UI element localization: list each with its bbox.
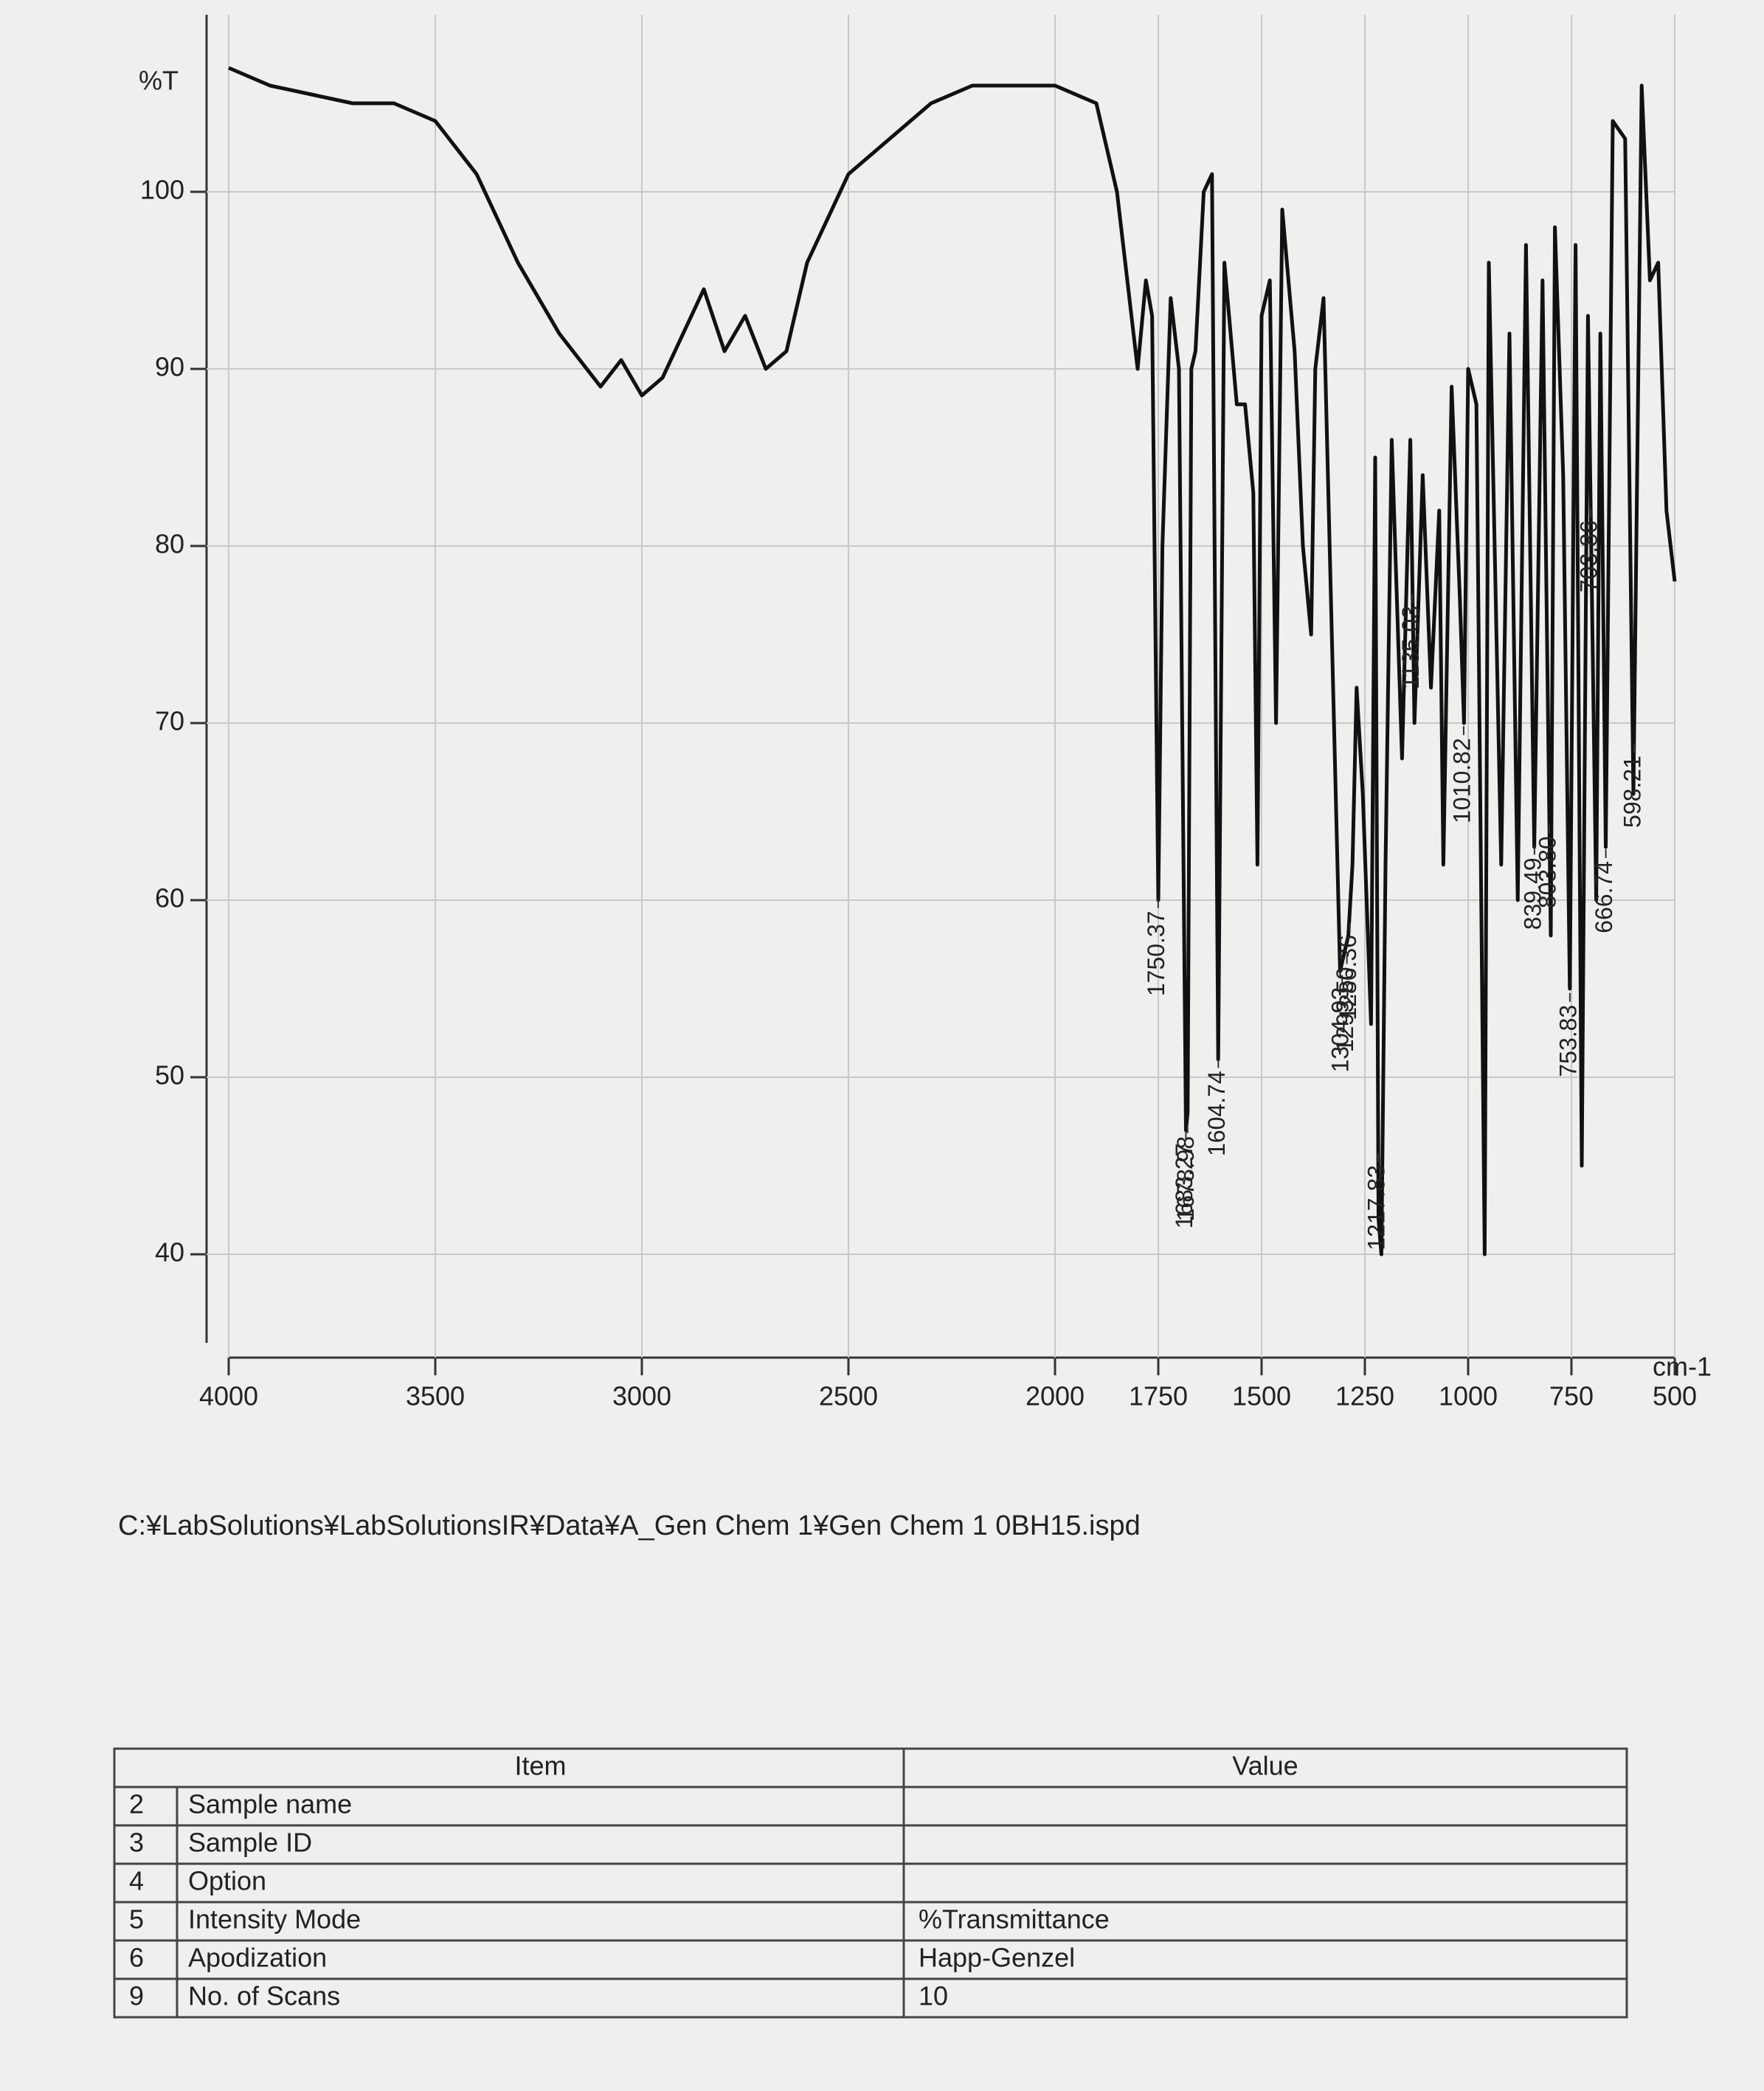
peak-label: 1010.82 (1448, 738, 1475, 823)
row-item: Apodization (188, 1943, 327, 1973)
x-tick-label: 1750 (1129, 1381, 1188, 1411)
row-item: Sample ID (188, 1828, 312, 1858)
file-path: C:¥LabSolutions¥LabSolutionsIR¥Data¥A_Ge… (118, 1510, 1141, 1541)
peak-label: 803.80 (1534, 836, 1560, 908)
row-number: 9 (129, 1981, 144, 2011)
table-header: Item (514, 1751, 566, 1781)
x-tick-label: 2500 (819, 1381, 878, 1411)
peak-label: 1286.36 (1335, 935, 1361, 1020)
x-tick-label: 500 (1653, 1381, 1697, 1411)
peak-label: 1293.50 (1332, 967, 1358, 1052)
peak-label: 703.86 (1575, 520, 1602, 592)
row-number: 6 (129, 1943, 144, 1973)
peak-label: 598.21 (1619, 756, 1645, 828)
x-tick-label: 2000 (1025, 1381, 1085, 1411)
x-tick-label: 3500 (406, 1381, 465, 1411)
y-axis-label: %T (139, 66, 179, 96)
row-item: Option (188, 1866, 266, 1896)
row-item: Intensity Mode (188, 1904, 361, 1935)
peak-label: 839.49 (1519, 857, 1546, 930)
row-number: 2 (129, 1789, 144, 1819)
y-tick-label: 40 (155, 1237, 184, 1268)
peak-label: 1750.37 (1143, 910, 1169, 996)
y-tick-label: 60 (155, 883, 184, 913)
y-tick-label: 100 (140, 175, 184, 205)
y-tick-label: 50 (155, 1060, 184, 1091)
x-tick-label: 1000 (1439, 1381, 1498, 1411)
y-tick-label: 90 (155, 352, 184, 382)
row-number: 4 (129, 1866, 144, 1896)
x-tick-label: 3000 (612, 1381, 671, 1411)
peak-label: 1217.83 (1363, 1165, 1389, 1251)
row-number: 5 (129, 1904, 144, 1935)
peak-label: 753.83 (1554, 1005, 1581, 1077)
peak-label: 1304.93 (1327, 987, 1354, 1073)
row-value: %Transmittance (919, 1904, 1110, 1935)
peak-label: 1604.74 (1203, 1071, 1230, 1156)
peak-label: 1683.27 (1171, 1144, 1197, 1229)
peak-label: 1135.03 (1397, 606, 1424, 689)
row-value: Happ-Genzel (919, 1943, 1075, 1973)
x-tick-label: 1500 (1232, 1381, 1291, 1411)
x-tick-label: 4000 (199, 1381, 258, 1411)
row-number: 3 (129, 1828, 144, 1858)
row-item: Sample name (188, 1789, 352, 1819)
row-item: No. of Scans (188, 1981, 340, 2011)
x-tick-label: 750 (1549, 1381, 1594, 1411)
x-axis-label: cm-1 (1653, 1352, 1712, 1382)
x-tick-label: 1250 (1335, 1381, 1394, 1411)
row-value: 10 (919, 1981, 948, 2011)
peak-label: 1678.98 (1172, 1136, 1199, 1222)
peak-label: 666.74 (1591, 861, 1617, 933)
y-tick-label: 70 (155, 706, 184, 736)
table-header: Value (1232, 1751, 1298, 1781)
spectrum-line (228, 66, 1677, 1257)
y-tick-label: 80 (155, 529, 184, 559)
